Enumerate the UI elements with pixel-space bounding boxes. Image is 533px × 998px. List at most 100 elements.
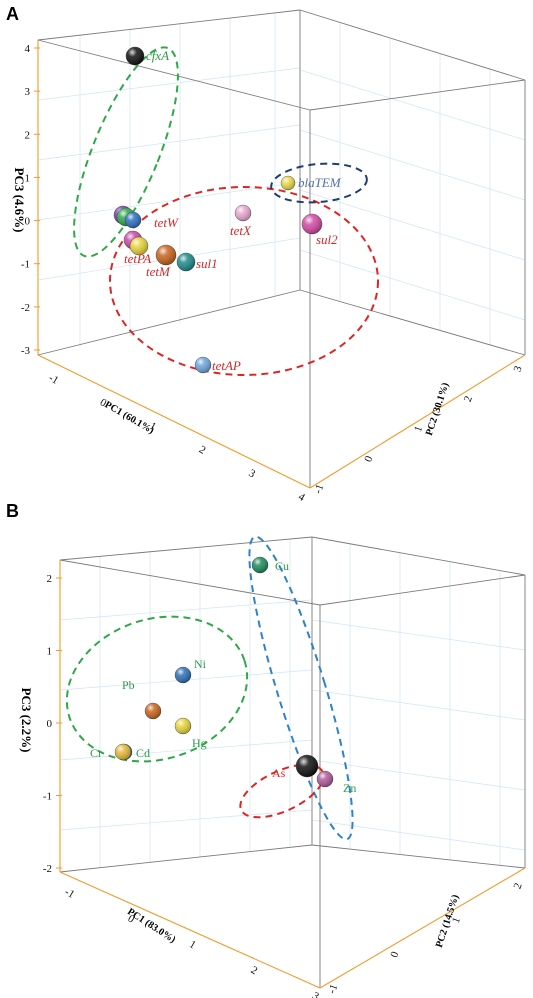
z-tick-label: -2 bbox=[21, 302, 30, 314]
point-label: tetPA bbox=[124, 251, 151, 266]
grid-line bbox=[311, 689, 526, 721]
y-tick-label: -1 bbox=[326, 983, 340, 996]
panel-a-group-ellipse-red bbox=[109, 186, 379, 376]
panel-a-group-ellipse-navy bbox=[270, 162, 368, 204]
point-label: Cr bbox=[90, 746, 102, 760]
point-label: Ni bbox=[194, 657, 207, 671]
y-tick-label: 1 bbox=[450, 916, 463, 925]
panel-b-group-ellipse-green bbox=[65, 615, 249, 763]
point-label: tetM bbox=[146, 264, 171, 279]
point-highlight bbox=[296, 755, 318, 777]
grid-line bbox=[59, 599, 313, 621]
data-point-tetM: tetM bbox=[146, 244, 177, 279]
data-point bbox=[124, 211, 142, 229]
z-tick-label: 0 bbox=[25, 216, 31, 228]
z-tick-label: 2 bbox=[25, 129, 31, 141]
data-point-Hg: Hg bbox=[174, 717, 207, 750]
panel-b-z-ticks: 2 1 0 -1 -2 bbox=[43, 573, 62, 875]
panel-a-y-ticks: -1 0 1 2 3 bbox=[312, 364, 525, 495]
data-point-Cu: Cu bbox=[251, 556, 289, 574]
grid-line bbox=[311, 759, 526, 791]
y-tick-label: -1 bbox=[312, 483, 326, 496]
z-tick-label: -1 bbox=[21, 259, 30, 271]
grid-line bbox=[311, 619, 526, 651]
y-tick-label: 1 bbox=[412, 424, 425, 433]
panel-a-z-ticks: 4 3 2 1 0 -1 -2 -3 bbox=[21, 43, 40, 357]
z-tick-label: -3 bbox=[21, 345, 31, 357]
panel-b-letter: B bbox=[6, 501, 19, 521]
panel-a-axes bbox=[37, 40, 526, 489]
point-highlight bbox=[317, 771, 333, 787]
data-point-Ni: Ni bbox=[174, 657, 207, 684]
point-highlight bbox=[252, 557, 268, 573]
z-tick-label: 0 bbox=[47, 718, 53, 730]
point-highlight bbox=[130, 237, 148, 255]
data-point-tetAP: tetAP bbox=[194, 356, 241, 374]
point-label: blaTEM bbox=[298, 175, 342, 190]
panel-b-x-ticks: -1 0 1 2 3 bbox=[63, 886, 322, 998]
grid-line bbox=[59, 809, 313, 831]
panel-a-x-ticks: -1 0 1 2 3 4 bbox=[47, 372, 308, 504]
data-point-tetPA: tetPA bbox=[124, 236, 151, 266]
point-label: sul2 bbox=[316, 232, 338, 247]
x-tick-label: -1 bbox=[63, 886, 77, 901]
point-highlight bbox=[156, 245, 176, 265]
grid-line bbox=[299, 249, 526, 321]
point-label: Pb bbox=[122, 678, 135, 692]
data-point-Cd: Cd bbox=[114, 743, 150, 761]
x-tick-label: -1 bbox=[47, 372, 61, 387]
point-label: tetX bbox=[230, 223, 252, 238]
x-tick-label: 1 bbox=[147, 420, 158, 433]
point-highlight bbox=[115, 744, 131, 760]
panel-b-frame bbox=[59, 536, 526, 988]
panel-a-y-axis-title: PC2 (30.1%) bbox=[424, 381, 451, 437]
data-point-sul1: sul1 bbox=[176, 252, 218, 272]
x-tick-label: 0 bbox=[126, 913, 137, 926]
data-point-cfxA: cfxA bbox=[125, 46, 169, 66]
panel-a-frame bbox=[37, 9, 526, 488]
x-tick-label: 3 bbox=[310, 990, 321, 998]
data-point-Pb: Pb bbox=[122, 678, 162, 720]
point-highlight bbox=[145, 703, 161, 719]
panel-a-z-axis-title: PC3 (4.6%) bbox=[12, 168, 27, 233]
grid-line bbox=[311, 819, 526, 851]
data-point-tetX: tetX bbox=[230, 204, 252, 238]
panel-b-points: Cu Ni Pb Hg Cr Cd As Zn bbox=[90, 556, 356, 795]
z-tick-label: 3 bbox=[25, 86, 31, 98]
x-tick-label: 1 bbox=[187, 938, 198, 951]
y-tick-label: 2 bbox=[512, 881, 525, 890]
x-tick-label: 0 bbox=[98, 396, 109, 409]
point-label: sul1 bbox=[196, 256, 218, 271]
data-point-sul2: sul2 bbox=[301, 213, 338, 247]
panel-b-axes bbox=[59, 560, 526, 989]
point-label: Zn bbox=[343, 781, 356, 795]
point-label: tetAP bbox=[212, 358, 241, 373]
panel-b-z-axis-title: PC3 (2.2%) bbox=[19, 688, 34, 753]
z-tick-label: 1 bbox=[47, 646, 53, 658]
point-label: Cu bbox=[275, 559, 289, 573]
point-highlight bbox=[235, 205, 251, 221]
grid-line bbox=[59, 739, 313, 761]
point-label: tetW bbox=[154, 215, 179, 230]
point-highlight bbox=[175, 718, 191, 734]
panel-b-grid bbox=[59, 539, 526, 872]
z-tick-label: -1 bbox=[43, 791, 52, 803]
data-point-Zn: Zn bbox=[316, 770, 356, 795]
data-point-blaTEM: blaTEM bbox=[280, 175, 342, 191]
x-tick-label: 4 bbox=[296, 491, 307, 504]
data-point-As: As bbox=[272, 754, 319, 780]
grid-line bbox=[37, 67, 301, 101]
panel-a-group-ellipse-green bbox=[73, 46, 179, 258]
panel-b-y-ticks: -1 0 1 2 bbox=[326, 881, 525, 995]
point-highlight bbox=[175, 667, 191, 683]
x-tick-label: 3 bbox=[247, 467, 258, 480]
panel-b-group-ellipse-blue bbox=[248, 535, 354, 841]
point-highlight bbox=[195, 357, 211, 373]
y-tick-label: 2 bbox=[462, 394, 475, 403]
z-tick-label: 2 bbox=[47, 573, 53, 585]
panel-a-grid bbox=[37, 13, 526, 355]
point-highlight bbox=[281, 176, 295, 190]
